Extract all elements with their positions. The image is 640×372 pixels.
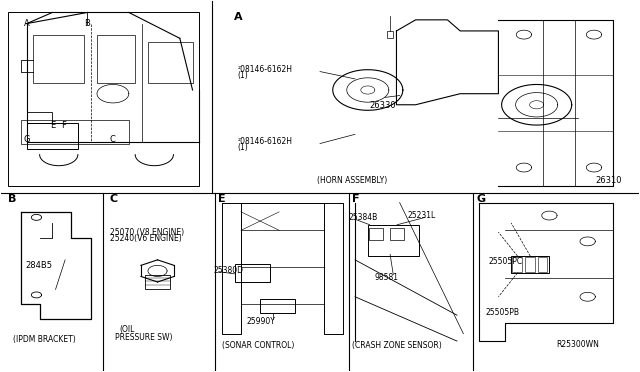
Bar [511,256,549,273]
Bar [27,112,52,123]
Text: 26330: 26330 [370,101,396,110]
Text: F: F [61,121,67,129]
Text: (IPDM BRACKET): (IPDM BRACKET) [13,335,76,344]
Bar [8,13,199,186]
Text: (1): (1) [237,143,248,152]
Bar [148,42,193,83]
Text: G: G [24,135,30,144]
Text: (CRASH ZONE SENSOR): (CRASH ZONE SENSOR) [352,341,442,350]
Text: 25505PB: 25505PB [486,308,520,317]
Bar [513,257,522,272]
Text: C: C [110,135,116,144]
Text: ²08146-6162H: ²08146-6162H [237,65,292,74]
Text: 25384B: 25384B [349,213,378,222]
Text: 25380D: 25380D [214,266,244,275]
Bar [97,35,135,83]
Bar [145,275,170,289]
Text: (OIL: (OIL [119,326,134,334]
Bar [525,257,535,272]
Text: 26310: 26310 [595,176,622,185]
Bar [387,31,394,38]
Text: (SONAR CONTROL): (SONAR CONTROL) [222,341,294,350]
Text: 25990Y: 25990Y [246,317,275,326]
Bar [369,228,383,240]
Text: 98581: 98581 [374,273,398,282]
Text: E: E [50,121,55,129]
Text: G: G [476,194,485,204]
Bar [27,123,78,149]
Text: 284B5: 284B5 [26,261,52,270]
Text: F: F [352,194,360,204]
Bar [33,35,84,83]
Text: A: A [24,19,29,28]
Text: E: E [218,194,226,204]
Bar [260,299,295,313]
Text: C: C [109,194,118,204]
Text: (1): (1) [237,71,248,80]
Text: ²08146-6162H: ²08146-6162H [237,137,292,146]
Text: B: B [84,19,90,28]
Bar [20,119,129,144]
Text: 25505PC: 25505PC [489,257,523,266]
Text: 25240(V6 ENGINE): 25240(V6 ENGINE) [109,234,182,243]
Text: (HORN ASSEMBLY): (HORN ASSEMBLY) [317,176,387,185]
Text: 25070 (V8 ENGINE): 25070 (V8 ENGINE) [109,228,184,237]
Bar [368,225,419,256]
Bar [390,228,404,240]
Text: R25300WN: R25300WN [556,340,598,349]
Text: PRESSURE SW): PRESSURE SW) [115,333,172,342]
Text: A: A [234,12,243,22]
Bar [235,263,269,282]
Text: 25231L: 25231L [408,211,436,220]
Text: B: B [8,194,16,204]
Bar [538,257,547,272]
